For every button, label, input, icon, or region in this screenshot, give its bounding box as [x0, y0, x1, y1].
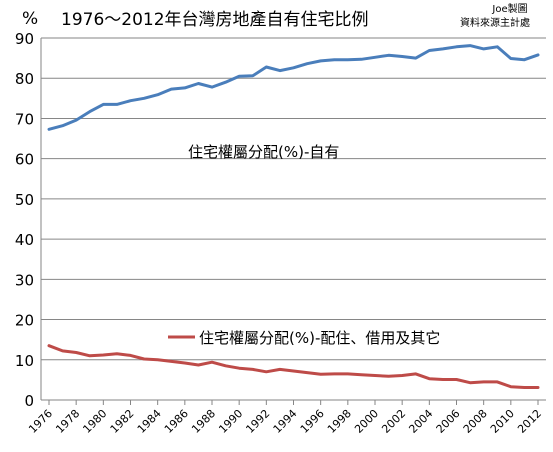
x-tick-label: 2006 [434, 407, 463, 436]
x-tick-label: 1992 [243, 407, 272, 436]
x-tick-label: 2008 [461, 407, 490, 436]
x-tick-label: 1976 [26, 407, 55, 436]
x-tick-labels: 1976197819801982198419861988199019921994… [26, 400, 544, 436]
series-line-2 [47, 344, 540, 389]
x-tick-label: 1990 [216, 407, 245, 436]
y-tick-label: 90 [15, 30, 34, 48]
x-tick-label: 1994 [271, 407, 300, 436]
y-axis-unit-label: % [22, 9, 38, 29]
x-tick-label: 2002 [379, 407, 408, 436]
x-tick-label: 2012 [515, 407, 544, 436]
y-tick-labels: 0 10 20 30 40 50 60 70 80 90 [15, 30, 34, 410]
chart-title: 1976～2012年台灣房地產自有住宅比例 [61, 10, 369, 30]
credit-note: Joe製圖 [491, 2, 527, 15]
x-tick-label: 1978 [53, 407, 82, 436]
x-tick-label: 2004 [406, 407, 435, 436]
y-tick-label: 20 [15, 312, 34, 330]
x-tick-label: 1996 [298, 407, 327, 436]
x-tick-label: 1986 [162, 407, 191, 436]
x-tick-label: 1988 [189, 407, 218, 436]
x-tick-label: 1998 [325, 407, 354, 436]
y-tick-label: 40 [15, 231, 34, 249]
series-lines [47, 44, 540, 389]
y-tick-label: 80 [15, 70, 34, 88]
series-line-1 [47, 44, 540, 131]
gridlines [41, 37, 546, 361]
source-note: 資料來源主計處 [460, 16, 530, 29]
x-tick-label: 1984 [135, 407, 164, 436]
series-label-1: 住宅權屬分配(%)-自有 [188, 143, 339, 161]
x-tick-label: 1980 [80, 407, 109, 436]
series-label-2: 住宅權屬分配(%)-配住、借用及其它 [199, 329, 440, 347]
x-tick-label: 2000 [352, 407, 381, 436]
y-tick-label: 70 [15, 110, 34, 128]
x-tick-label: 2010 [488, 407, 517, 436]
x-tick-label: 1982 [108, 407, 137, 436]
y-tick-label: 0 [24, 392, 34, 410]
y-tick-label: 60 [15, 151, 34, 169]
y-tick-label: 50 [15, 191, 34, 209]
y-tick-label: 30 [15, 271, 34, 289]
y-tick-label: 10 [15, 352, 34, 370]
